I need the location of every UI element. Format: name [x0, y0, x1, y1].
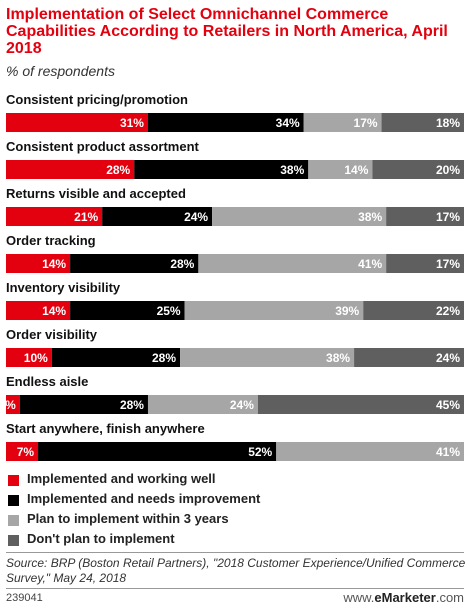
data-label: 14%	[42, 257, 66, 271]
bar-segment-implemented-and-needs-improvement	[51, 348, 181, 367]
bar-segment-implemented-and-working-well	[6, 442, 39, 461]
divider	[6, 588, 464, 589]
data-label: 38%	[326, 351, 350, 365]
data-label: 28%	[120, 398, 144, 412]
data-label: 28%	[152, 351, 176, 365]
bar-segment-implemented-and-needs-improvement	[38, 442, 277, 461]
source-note: Source: BRP (Boston Retail Partners), "2…	[6, 556, 466, 585]
bar-row-inventory-visibility: Inventory visibility 14% 25% 39% 22%	[6, 280, 464, 320]
chart-id: 239041	[6, 592, 43, 604]
data-label: 39%	[335, 304, 359, 318]
bar-segment-implemented-and-needs-improvement	[70, 301, 185, 320]
bar-segment-implemented-and-needs-improvement	[147, 113, 304, 132]
data-label: 38%	[280, 163, 304, 177]
bar-segment-implemented-and-needs-improvement	[102, 207, 213, 226]
bar-segment-don-t-plan-to-implement	[354, 348, 464, 367]
bar-segment-don-t-plan-to-implement	[257, 395, 464, 414]
legend-label: Don't plan to implement	[27, 531, 175, 546]
data-label: 38%	[358, 210, 382, 224]
bar-segment-don-t-plan-to-implement	[386, 207, 464, 226]
bar-row-endless-aisle: Endless aisle 3% 28% 24% 45%	[0, 374, 464, 414]
bar-row-consistent-product-assortment: Consistent product assortment 28% 38% 14% 20…	[6, 139, 464, 179]
legend-swatch	[8, 535, 19, 546]
data-label: 14%	[42, 304, 66, 318]
bar-segment-plan-to-implement-within-3-years	[303, 113, 382, 132]
bar-segment-implemented-and-needs-improvement	[70, 254, 199, 273]
bar-segment-don-t-plan-to-implement	[372, 160, 464, 179]
bar-segment-plan-to-implement-within-3-years	[180, 348, 355, 367]
bar-segment-implemented-and-working-well	[6, 113, 148, 132]
bar-segment-don-t-plan-to-implement	[363, 301, 464, 320]
brand-suffix: .com	[435, 590, 464, 605]
legend-label: Plan to implement within 3 years	[27, 511, 229, 526]
brand-prefix: www.	[343, 590, 375, 605]
category-label: Order visibility	[6, 327, 98, 342]
data-label: 17%	[436, 210, 460, 224]
bar-segment-implemented-and-working-well	[6, 254, 71, 273]
chart-title: Implementation of Select Omnichannel Com…	[6, 6, 448, 57]
bar-segment-implemented-and-working-well	[6, 395, 20, 414]
data-label: 41%	[358, 257, 382, 271]
bar-row-order-tracking: Order tracking 14% 28% 41% 17%	[6, 233, 464, 273]
bar-segment-plan-to-implement-within-3-years	[308, 160, 373, 179]
data-label: 22%	[436, 304, 460, 318]
bar-segment-implemented-and-needs-improvement	[19, 395, 148, 414]
category-label: Inventory visibility	[6, 280, 121, 295]
bar-segment-implemented-and-working-well	[6, 348, 52, 367]
stacked-bar-chart: Consistent pricing/promotion 31% 34% 17% 18%…	[0, 92, 464, 461]
category-label: Endless aisle	[6, 374, 88, 389]
data-label: 45%	[436, 398, 460, 412]
data-label: 20%	[436, 163, 460, 177]
category-label: Consistent product assortment	[6, 139, 200, 154]
data-label: 18%	[436, 116, 460, 130]
data-label: 34%	[276, 116, 300, 130]
data-label: 24%	[184, 210, 208, 224]
bar-row-consistent-pricing-promotion: Consistent pricing/promotion 31% 34% 17% 18%	[6, 92, 464, 132]
legend-swatch	[8, 515, 19, 526]
bar-segment-plan-to-implement-within-3-years	[184, 301, 364, 320]
bar-segment-implemented-and-working-well	[6, 301, 71, 320]
bar-segment-plan-to-implement-within-3-years	[212, 207, 387, 226]
data-label: 28%	[106, 163, 130, 177]
category-label: Returns visible and accepted	[6, 186, 186, 201]
legend-swatch	[8, 495, 19, 506]
category-label: Consistent pricing/promotion	[6, 92, 188, 107]
bar-segment-plan-to-implement-within-3-years	[198, 254, 387, 273]
data-label: 41%	[436, 445, 460, 459]
brand-main: eMarketer	[374, 590, 436, 605]
data-label: 28%	[170, 257, 194, 271]
data-label: 3%	[0, 398, 16, 412]
brand-logo[interactable]: www.eMarketer.com	[343, 590, 464, 605]
data-label: 10%	[24, 351, 48, 365]
bar-segment-implemented-and-working-well	[6, 160, 135, 179]
category-label: Start anywhere, finish anywhere	[6, 421, 205, 436]
data-label: 24%	[436, 351, 460, 365]
bar-segment-don-t-plan-to-implement	[386, 254, 464, 273]
data-label: 17%	[354, 116, 378, 130]
data-label: 24%	[230, 398, 254, 412]
data-label: 21%	[74, 210, 98, 224]
legend-label: Implemented and needs improvement	[27, 491, 261, 506]
bar-segment-implemented-and-working-well	[6, 207, 103, 226]
data-label: 52%	[248, 445, 272, 459]
chart-subtitle: % of respondents	[6, 63, 115, 79]
legend-label: Implemented and working well	[27, 471, 216, 486]
category-label: Order tracking	[6, 233, 96, 248]
bar-segment-plan-to-implement-within-3-years	[276, 442, 464, 461]
bar-row-returns-visible-and-accepted: Returns visible and accepted 21% 24% 38% 17%	[6, 186, 464, 226]
divider	[6, 552, 464, 553]
bar-segment-don-t-plan-to-implement	[381, 113, 464, 132]
bar-segment-plan-to-implement-within-3-years	[147, 395, 258, 414]
legend-swatch	[8, 475, 19, 486]
data-label: 7%	[17, 445, 35, 459]
bar-segment-implemented-and-needs-improvement	[134, 160, 309, 179]
bar-row-start-anywhere-finish-anywhere: Start anywhere, finish anywhere 7% 52% 41%	[6, 421, 464, 461]
data-label: 14%	[344, 163, 368, 177]
data-label: 17%	[436, 257, 460, 271]
data-label: 25%	[157, 304, 181, 318]
bar-row-order-visibility: Order visibility 10% 28% 38% 24%	[6, 327, 464, 367]
data-label: 31%	[120, 116, 144, 130]
